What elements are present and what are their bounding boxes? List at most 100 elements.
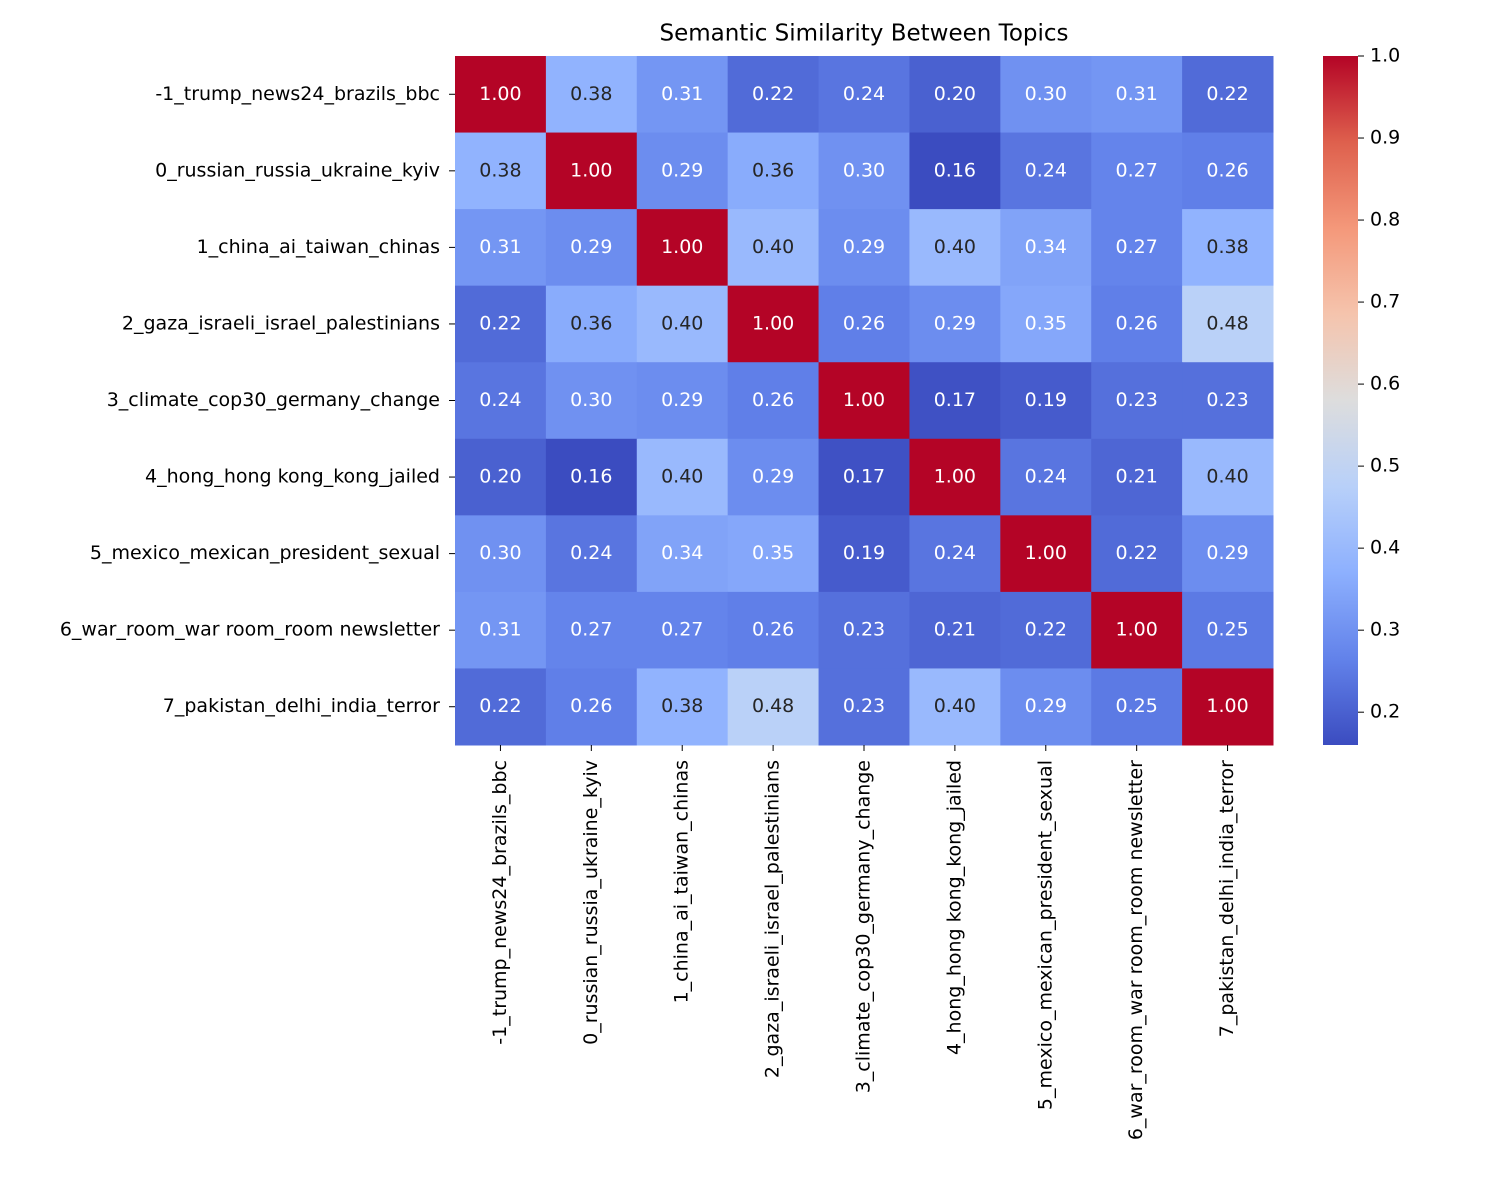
cell-label: 0.19 bbox=[843, 542, 885, 564]
cell-label: 0.29 bbox=[843, 236, 885, 258]
colorbar bbox=[1323, 56, 1358, 745]
heatmap-cell bbox=[909, 285, 1001, 363]
y-tick-label: -1_trump_news24_brazils_bbc bbox=[155, 83, 440, 105]
cell-label: 0.31 bbox=[479, 619, 521, 641]
heatmap-cell bbox=[1091, 668, 1183, 746]
cell-label: 1.00 bbox=[843, 389, 885, 411]
heatmap-cell bbox=[727, 132, 820, 210]
heatmap-cell bbox=[909, 591, 1001, 669]
heatmap-cell bbox=[1000, 362, 1092, 440]
heatmap-cell bbox=[636, 362, 729, 440]
heatmap-cell bbox=[545, 285, 638, 363]
cell-label: 0.38 bbox=[1206, 236, 1248, 258]
cell-label: 0.30 bbox=[479, 542, 521, 564]
x-tick-label: 4_hong_hong kong_kong_jailed bbox=[943, 760, 965, 1055]
heatmap-cell bbox=[455, 285, 547, 363]
heatmap-cell bbox=[818, 515, 910, 593]
cell-label: 0.30 bbox=[570, 389, 612, 411]
cell-label: 0.29 bbox=[661, 389, 703, 411]
cell-label: 0.27 bbox=[1116, 159, 1158, 181]
heatmap-cell bbox=[455, 438, 547, 516]
x-tick-label: 5_mexico_mexican_president_sexual bbox=[1034, 760, 1056, 1110]
cell-label: 0.48 bbox=[752, 695, 794, 717]
heatmap-cell bbox=[727, 515, 820, 593]
cell-label: 0.35 bbox=[1025, 312, 1067, 334]
heatmap-cell bbox=[1091, 591, 1183, 669]
cell-label: 0.26 bbox=[1116, 312, 1158, 334]
cell-label: 0.24 bbox=[479, 389, 521, 411]
cell-label: 1.00 bbox=[661, 236, 703, 258]
colorbar-tick-label: 0.3 bbox=[1370, 619, 1400, 641]
colorbar-tick-label: 0.5 bbox=[1370, 455, 1400, 477]
y-tick-label: 1_china_ai_taiwan_chinas bbox=[197, 236, 440, 258]
x-tick-label: 3_climate_cop30_germany_change bbox=[853, 760, 875, 1093]
cell-label: 0.22 bbox=[752, 83, 794, 105]
heatmap-cell bbox=[1000, 132, 1092, 210]
x-tick-label: -1_trump_news24_brazils_bbc bbox=[489, 760, 511, 1045]
heatmap-cell bbox=[727, 362, 820, 440]
colorbar-tick-label: 0.9 bbox=[1370, 127, 1400, 149]
heatmap-cell bbox=[1182, 515, 1274, 593]
cell-label: 0.30 bbox=[843, 159, 885, 181]
cell-label: 0.26 bbox=[843, 312, 885, 334]
x-tick-label: 6_war_room_war room_room newsletter bbox=[1125, 760, 1147, 1140]
heatmap-cell bbox=[455, 362, 547, 440]
heatmap-cell bbox=[455, 591, 547, 669]
heatmap-cell bbox=[455, 209, 547, 287]
cell-label: 0.25 bbox=[1206, 619, 1248, 641]
heatmap-cell bbox=[1091, 515, 1183, 593]
x-tick-label: 2_gaza_israeli_israel_palestinians bbox=[762, 760, 784, 1078]
heatmap-cell bbox=[455, 668, 547, 746]
heatmap-cell bbox=[636, 132, 729, 210]
cell-label: 0.38 bbox=[570, 83, 612, 105]
cell-label: 0.21 bbox=[1116, 466, 1158, 488]
cell-label: 0.48 bbox=[1206, 312, 1248, 334]
heatmap-cell bbox=[818, 591, 910, 669]
heatmap-cell bbox=[818, 132, 910, 210]
cell-label: 0.24 bbox=[1025, 466, 1067, 488]
heatmap-cell bbox=[909, 515, 1001, 593]
cell-label: 0.17 bbox=[843, 466, 885, 488]
heatmap-cell bbox=[727, 438, 820, 516]
cell-label: 0.31 bbox=[1116, 83, 1158, 105]
heatmap-cell bbox=[545, 515, 638, 593]
heatmap-cell bbox=[1182, 362, 1274, 440]
heatmap-cell bbox=[1091, 285, 1183, 363]
heatmap-cell bbox=[1000, 668, 1092, 746]
cell-label: 0.23 bbox=[1116, 389, 1158, 411]
cell-label: 0.26 bbox=[570, 695, 612, 717]
cell-label: 0.27 bbox=[570, 619, 612, 641]
heatmap-cell bbox=[727, 209, 820, 287]
heatmap-cell bbox=[636, 515, 729, 593]
heatmap-cell bbox=[1091, 362, 1183, 440]
cell-label: 0.23 bbox=[843, 695, 885, 717]
cell-label: 0.34 bbox=[661, 542, 703, 564]
heatmap-cell bbox=[455, 132, 547, 210]
cell-label: 0.26 bbox=[1206, 159, 1248, 181]
heatmap-cell bbox=[636, 285, 729, 363]
cell-label: 0.31 bbox=[661, 83, 703, 105]
cell-label: 0.22 bbox=[479, 312, 521, 334]
cell-label: 0.25 bbox=[1116, 695, 1158, 717]
cell-label: 0.16 bbox=[934, 159, 976, 181]
cell-label: 0.24 bbox=[843, 83, 885, 105]
cell-label: 0.36 bbox=[752, 159, 794, 181]
heatmap-cell bbox=[1091, 209, 1183, 287]
cell-label: 0.29 bbox=[1206, 542, 1248, 564]
cell-label: 0.36 bbox=[570, 312, 612, 334]
cell-label: 0.40 bbox=[1206, 466, 1248, 488]
heatmap-cell bbox=[818, 362, 910, 440]
cell-label: 0.24 bbox=[934, 542, 976, 564]
colorbar-tick-label: 0.8 bbox=[1370, 209, 1400, 231]
cell-label: 0.38 bbox=[479, 159, 521, 181]
cell-label: 0.40 bbox=[661, 312, 703, 334]
heatmap-cell bbox=[1000, 591, 1092, 669]
heatmap-cell bbox=[636, 56, 729, 134]
heatmap-cell bbox=[1000, 285, 1092, 363]
heatmap-cell bbox=[1091, 132, 1183, 210]
y-tick-label: 4_hong_hong kong_kong_jailed bbox=[145, 466, 440, 488]
colorbar-tick-label: 0.7 bbox=[1370, 291, 1400, 313]
heatmap-cell bbox=[1182, 591, 1274, 669]
heatmap-cell bbox=[818, 668, 910, 746]
